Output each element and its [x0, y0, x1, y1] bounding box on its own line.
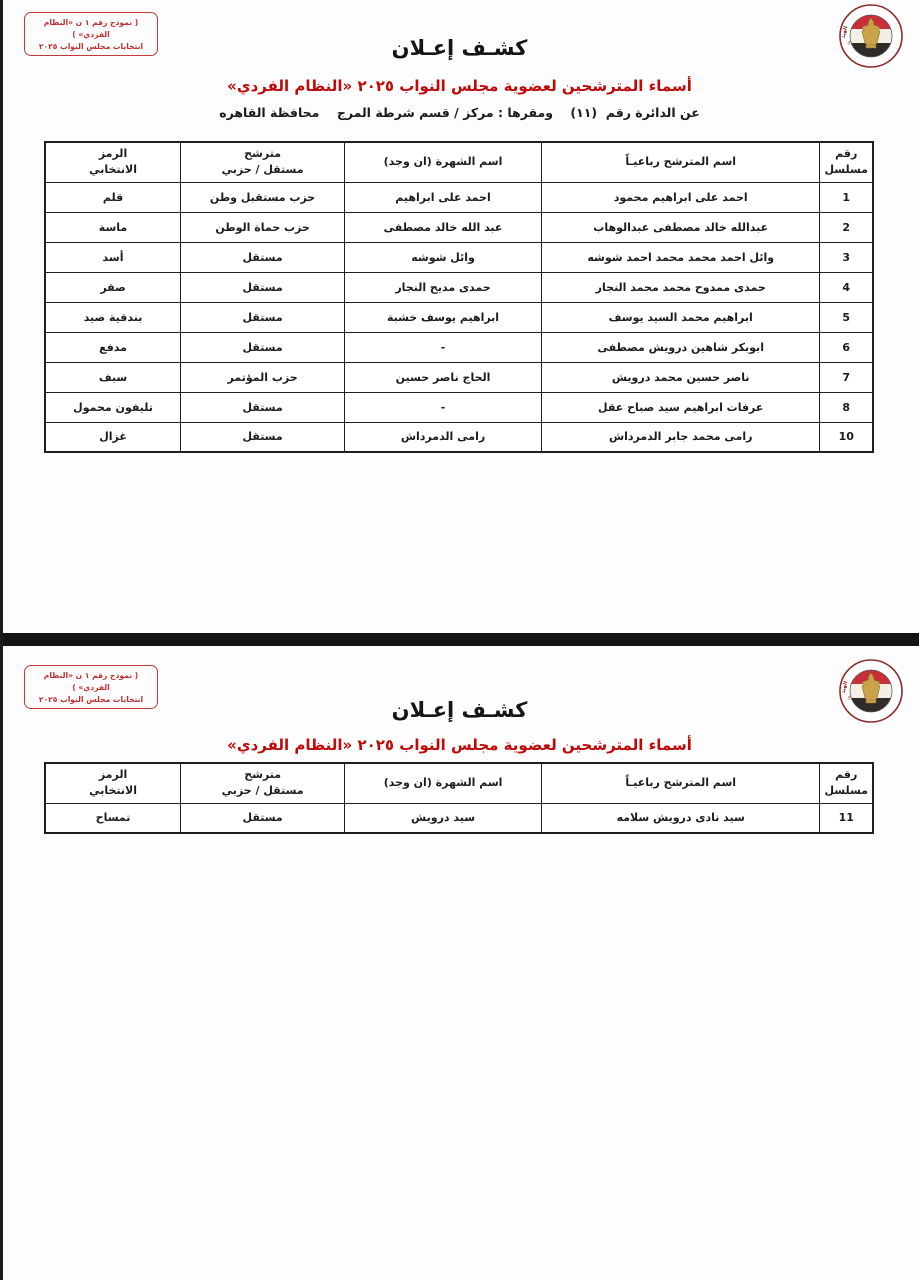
- table-row: 11 سيد نادى درويش سلامه سيد درويش مستقل …: [44, 802, 874, 834]
- cell-party-status: مستقل: [180, 331, 346, 363]
- candidates-table-wrap: رقم مسلسل اسم المترشح رباعيـاً اسم الشهر…: [44, 141, 874, 453]
- header-electoral-symbol: الرمز الانتخابي: [44, 141, 182, 183]
- cell-known-name: ابراهيم يوسف خشبة: [344, 301, 542, 333]
- header-known-name: اسم الشهرة (ان وجد): [344, 141, 542, 183]
- header-serial: رقم مسلسل: [819, 762, 874, 804]
- header-electoral-symbol: الرمز الانتخابي: [44, 762, 182, 804]
- form-number-box: ( نموذج رقم ١ ن «النظام الفردي» ) انتخاب…: [24, 12, 158, 57]
- cell-known-name: حمدى مديح النجار: [344, 271, 542, 303]
- cell-party-status: مستقل: [180, 301, 346, 333]
- form-election-line: انتخابات مجلس النواب ٢٠٢٥: [38, 694, 144, 704]
- cell-known-name: سيد درويش: [344, 802, 542, 834]
- cell-party-status: مستقل: [180, 802, 346, 834]
- table-header-row: رقم مسلسل اسم المترشح رباعيـاً اسم الشهر…: [44, 762, 874, 804]
- cell-electoral-symbol: ماسة: [44, 211, 182, 243]
- table-row: 10 رامى محمد جابر الدمرداش رامى الدمرداش…: [44, 421, 874, 453]
- cell-electoral-symbol: قلم: [44, 181, 182, 213]
- page-1: ( نموذج رقم ١ ن «النظام الفردي» ) انتخاب…: [0, 0, 919, 633]
- cell-electoral-symbol: غزال: [44, 421, 182, 453]
- cell-candidate-name: عرفات ابراهيم سيد صباح عقل: [540, 391, 821, 423]
- cell-known-name: عبد الله خالد مصطفى: [344, 211, 542, 243]
- header-candidate-name: اسم المترشح رباعيـاً: [540, 141, 821, 183]
- cell-electoral-symbol: تمساح: [44, 802, 182, 834]
- cell-party-status: مستقل: [180, 241, 346, 273]
- cell-electoral-symbol: مدفع: [44, 331, 182, 363]
- page-title: كشـف إعـلان: [391, 36, 528, 60]
- cell-party-status: مستقل: [180, 391, 346, 423]
- page-title: كشـف إعـلان: [391, 698, 528, 722]
- cell-known-name: الحاج ناصر حسين: [344, 361, 542, 393]
- header-party-status: مترشح مستقل / حزبي: [180, 141, 346, 183]
- cell-party-status: مستقل: [180, 421, 346, 453]
- header-known-name: اسم الشهرة (ان وجد): [344, 762, 542, 804]
- table-row: 1 احمد على ابراهيم محمود احمد على ابراهي…: [44, 181, 874, 213]
- form-number-box: ( نموذج رقم ١ ن «النظام الفردي» ) انتخاب…: [24, 665, 158, 710]
- cell-serial: 3: [819, 241, 874, 273]
- header-candidate-name: اسم المترشح رباعيـاً: [540, 762, 821, 804]
- header-party-status: مترشح مستقل / حزبي: [180, 762, 346, 804]
- cell-serial: 8: [819, 391, 874, 423]
- page-subtitle: أسماء المترشحين لعضوية مجلس النواب ٢٠٢٥ …: [227, 736, 692, 754]
- candidates-table: رقم مسلسل اسم المترشح رباعيـاً اسم الشهر…: [44, 141, 874, 453]
- cell-party-status: مستقل: [180, 271, 346, 303]
- national-election-authority-emblem-icon: الهيئة الوطنية للانتخابات National Elect…: [832, 0, 907, 69]
- table-row: 8 عرفات ابراهيم سيد صباح عقل - مستقل تلي…: [44, 391, 874, 423]
- cell-party-status: حزب مستقبل وطن: [180, 181, 346, 213]
- cell-candidate-name: احمد على ابراهيم محمود: [540, 181, 821, 213]
- cell-party-status: حزب المؤتمر: [180, 361, 346, 393]
- cell-electoral-symbol: صقر: [44, 271, 182, 303]
- table-row: 6 ابوبكر شاهين درويش مصطفى - مستقل مدفع: [44, 331, 874, 363]
- cell-known-name: رامى الدمرداش: [344, 421, 542, 453]
- cell-serial: 11: [819, 802, 874, 834]
- cell-candidate-name: ناصر حسين محمد درويش: [540, 361, 821, 393]
- district-line: عن الدائرة رقم (١١) ومقرها : مركز / قسم …: [219, 105, 700, 120]
- header-serial: رقم مسلسل: [819, 141, 874, 183]
- cell-electoral-symbol: سيف: [44, 361, 182, 393]
- form-election-line: انتخابات مجلس النواب ٢٠٢٥: [38, 41, 144, 51]
- cell-candidate-name: سيد نادى درويش سلامه: [540, 802, 821, 834]
- page-divider: [0, 633, 919, 646]
- scan-left-edge: [0, 0, 3, 1280]
- cell-candidate-name: ابراهيم محمد السيد يوسف: [540, 301, 821, 333]
- cell-electoral-symbol: تليفون محمول: [44, 391, 182, 423]
- cell-known-name: -: [344, 331, 542, 363]
- cell-serial: 5: [819, 301, 874, 333]
- cell-serial: 6: [819, 331, 874, 363]
- cell-known-name: وائل شوشه: [344, 241, 542, 273]
- table-row: 4 حمدى ممدوح محمد محمد النجار حمدى مديح …: [44, 271, 874, 303]
- table-header-row: رقم مسلسل اسم المترشح رباعيـاً اسم الشهر…: [44, 141, 874, 183]
- cell-serial: 2: [819, 211, 874, 243]
- table-row: 2 عبدالله خالد مصطفى عبدالوهاب عبد الله …: [44, 211, 874, 243]
- cell-serial: 7: [819, 361, 874, 393]
- cell-serial: 1: [819, 181, 874, 213]
- table-row: 3 وائل احمد محمد محمد احمد شوشه وائل شوش…: [44, 241, 874, 273]
- cell-electoral-symbol: بندقية صيد: [44, 301, 182, 333]
- national-election-authority-emblem-icon: الهيئة الوطنية للانتخابات National Elect…: [832, 654, 907, 724]
- cell-serial: 10: [819, 421, 874, 453]
- cell-candidate-name: حمدى ممدوح محمد محمد النجار: [540, 271, 821, 303]
- cell-party-status: حزب حماة الوطن: [180, 211, 346, 243]
- cell-candidate-name: ابوبكر شاهين درويش مصطفى: [540, 331, 821, 363]
- cell-candidate-name: عبدالله خالد مصطفى عبدالوهاب: [540, 211, 821, 243]
- candidates-table: رقم مسلسل اسم المترشح رباعيـاً اسم الشهر…: [44, 762, 874, 834]
- candidates-table-wrap: رقم مسلسل اسم المترشح رباعيـاً اسم الشهر…: [44, 762, 874, 834]
- form-number-line: ( نموذج رقم ١ ن «النظام الفردي» ): [43, 671, 139, 692]
- cell-known-name: احمد على ابراهيم: [344, 181, 542, 213]
- cell-electoral-symbol: أسد: [44, 241, 182, 273]
- table-row: 5 ابراهيم محمد السيد يوسف ابراهيم يوسف خ…: [44, 301, 874, 333]
- cell-candidate-name: وائل احمد محمد محمد احمد شوشه: [540, 241, 821, 273]
- page-subtitle: أسماء المترشحين لعضوية مجلس النواب ٢٠٢٥ …: [227, 77, 692, 95]
- cell-known-name: -: [344, 391, 542, 423]
- cell-candidate-name: رامى محمد جابر الدمرداش: [540, 421, 821, 453]
- cell-serial: 4: [819, 271, 874, 303]
- form-number-line: ( نموذج رقم ١ ن «النظام الفردي» ): [43, 18, 139, 39]
- table-row: 7 ناصر حسين محمد درويش الحاج ناصر حسين ح…: [44, 361, 874, 393]
- page-2: ( نموذج رقم ١ ن «النظام الفردي» ) انتخاب…: [0, 646, 919, 1280]
